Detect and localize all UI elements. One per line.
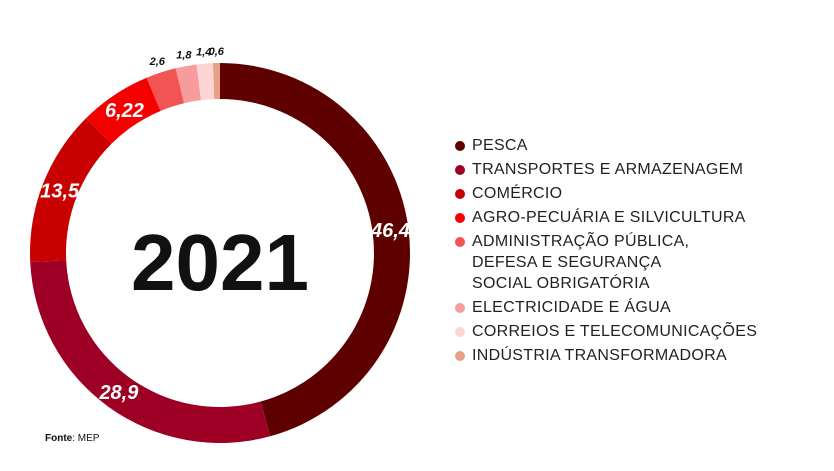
legend: PESCA TRANSPORTES E ARMAZENAGEM COMÉRCIO A… [455, 135, 827, 369]
legend-swatch [455, 351, 465, 361]
legend-swatch [455, 303, 465, 313]
legend-swatch [455, 327, 465, 337]
legend-label: ELECTRICIDADE E ÁGUA [472, 299, 671, 316]
legend-item-industria-transformadora: INDÚSTRIA TRANSFORMADORA [455, 345, 827, 366]
legend-swatch [455, 165, 465, 175]
center-title: 2021 [131, 218, 309, 307]
value-label-industria-transformadora: 0,6 [209, 46, 225, 58]
value-label-agro-pecuaria-e-silvicultura: 6,22 [105, 100, 144, 122]
legend-label: PESCA [472, 137, 528, 154]
slice-pesca [220, 63, 410, 437]
source-note: Fonte: MEP [45, 433, 99, 444]
value-label-pesca: 46,4 [370, 220, 410, 242]
legend-item-comercio: COMÉRCIO [455, 183, 827, 204]
slice-administracao-publica-defesa-e-seguranca-social-obrigatoria [146, 68, 185, 111]
value-label-transportes-e-armazenagem: 28,9 [98, 382, 139, 404]
legend-label: INDÚSTRIA TRANSFORMADORA [472, 347, 727, 364]
donut-slices [29, 63, 410, 444]
value-label-electricidade-e-agua: 1,8 [176, 49, 192, 61]
legend-item-pesca: PESCA [455, 135, 827, 156]
value-label-comercio: 13,5 [40, 181, 80, 203]
legend-label: AGRO-PECUÁRIA E SILVICULTURA [472, 209, 746, 226]
slice-comercio [29, 118, 112, 263]
legend-label: ADMINISTRAÇÃO PÚBLICA, DEFESA E SEGURANÇ… [472, 233, 690, 292]
slice-agro-pecuaria-e-silvicultura [86, 77, 161, 144]
legend-item-electricidade-e-agua: ELECTRICIDADE E ÁGUA [455, 297, 827, 318]
value-label-administracao-publica-defesa-e-seguranca-social-obrigatoria: 2,6 [149, 56, 166, 68]
slice-industria-transformadora [212, 63, 220, 100]
legend-item-agro-pecuaria-e-silvicultura: AGRO-PECUÁRIA E SILVICULTURA [455, 207, 827, 228]
slice-correios-e-telecomunicacoes [196, 63, 215, 101]
legend-swatch [455, 213, 465, 223]
source-text: : MEP [72, 433, 100, 444]
legend-item-correios-e-telecomunicacoes: CORREIOS E TELECOMUNICAÇÕES [455, 321, 827, 342]
legend-swatch [455, 141, 465, 151]
legend-swatch [455, 237, 465, 247]
legend-swatch [455, 189, 465, 199]
source-prefix: Fonte [45, 433, 73, 444]
slice-transportes-e-armazenagem [30, 260, 271, 444]
legend-label: COMÉRCIO [472, 185, 563, 202]
legend-label: TRANSPORTES E ARMAZENAGEM [472, 161, 744, 178]
value-labels: 46,4 28,9 13,5 6,22 2,6 1,8 1,40,6 [40, 46, 410, 404]
slice-electricidade-e-agua [175, 64, 201, 104]
legend-item-administracao-publica-defesa-e-seguranca-social-obrigatoria: ADMINISTRAÇÃO PÚBLICA, DEFESA E SEGURANÇ… [455, 231, 827, 294]
value-label-correios-e-telecomunicacoes: 1,4 [196, 47, 211, 59]
legend-label: CORREIOS E TELECOMUNICAÇÕES [472, 323, 758, 340]
legend-item-transportes-e-armazenagem: TRANSPORTES E ARMAZENAGEM [455, 159, 827, 180]
